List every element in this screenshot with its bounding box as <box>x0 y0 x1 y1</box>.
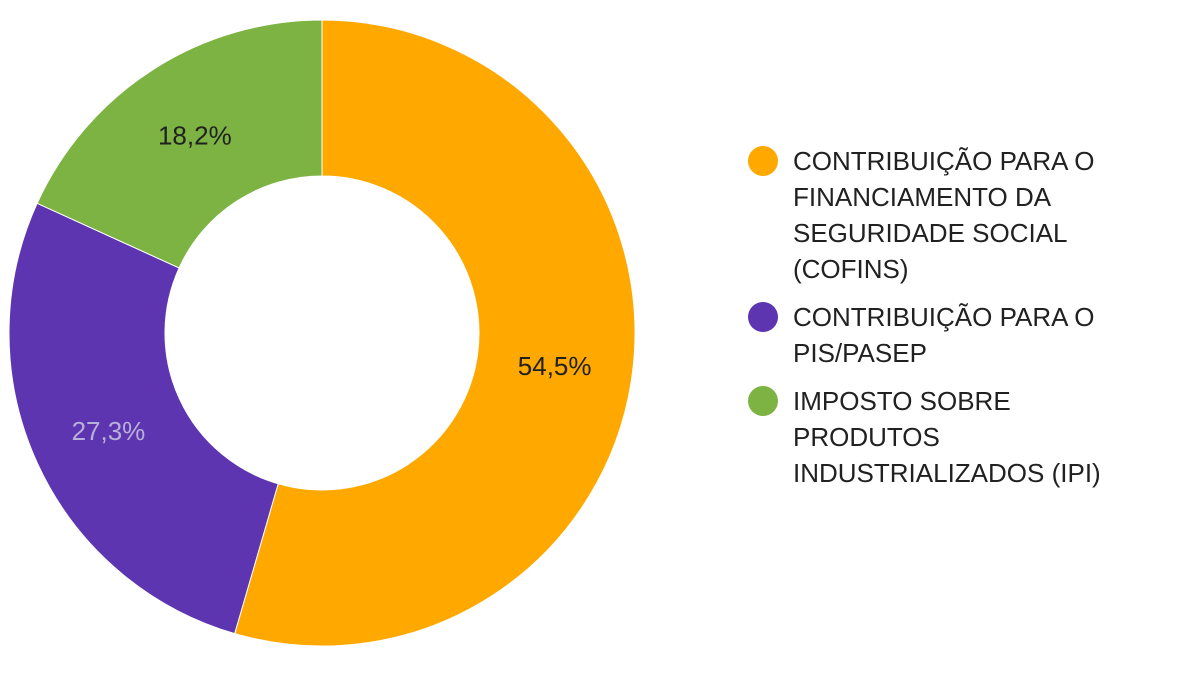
slice-value-label-3: 18,2% <box>158 120 232 150</box>
legend-item-3: IMPOSTO SOBRE PRODUTOS INDUSTRIALIZADOS (I… <box>748 383 1178 491</box>
legend-label-line: PRODUTOS <box>793 422 940 452</box>
legend-swatch-circle <box>748 146 778 176</box>
legend-label: IMPOSTO SOBRE PRODUTOS INDUSTRIALIZADOS (I… <box>793 383 1101 491</box>
slice-value-label-2: 27,3% <box>72 416 146 446</box>
slice-value-label-1: 54,5% <box>518 351 592 381</box>
legend-label-line: (COFINS) <box>793 254 909 284</box>
legend-label-line: FINANCIAMENTO DA <box>793 182 1052 212</box>
donut-slices <box>8 19 636 647</box>
legend-label-line: IMPOSTO SOBRE <box>793 386 1011 416</box>
legend-label-line: PIS/PASEP <box>793 338 927 368</box>
donut-slice-labels: 54,5% 27,3% 18,2% <box>72 120 592 446</box>
legend-label: CONTRIBUIÇÃO PARA O PIS/PASEP <box>793 299 1094 371</box>
chart-legend: CONTRIBUIÇÃO PARA O FINANCIAMENTO DA SEGUR… <box>748 143 1178 503</box>
legend-label-line: CONTRIBUIÇÃO PARA O <box>793 302 1095 332</box>
legend-label-line: SEGURIDADE SOCIAL <box>793 218 1068 248</box>
legend-swatch-circle <box>748 302 778 332</box>
legend-label-line: CONTRIBUIÇÃO PARA O <box>793 146 1095 176</box>
legend-item-1: CONTRIBUIÇÃO PARA O FINANCIAMENTO DA SEGUR… <box>748 143 1178 287</box>
legend-label-line: INDUSTRIALIZADOS (IPI) <box>793 458 1101 488</box>
donut-slice-3 <box>36 19 323 269</box>
legend-item-2: CONTRIBUIÇÃO PARA O PIS/PASEP <box>748 299 1178 371</box>
donut-slice-1 <box>234 19 636 647</box>
donut-slice-2 <box>8 202 279 635</box>
donut-chart-svg: 54,5% 27,3% 18,2% <box>8 19 636 647</box>
legend-label: CONTRIBUIÇÃO PARA O FINANCIAMENTO DA SEGUR… <box>793 143 1094 287</box>
legend-swatch-circle <box>748 386 778 416</box>
